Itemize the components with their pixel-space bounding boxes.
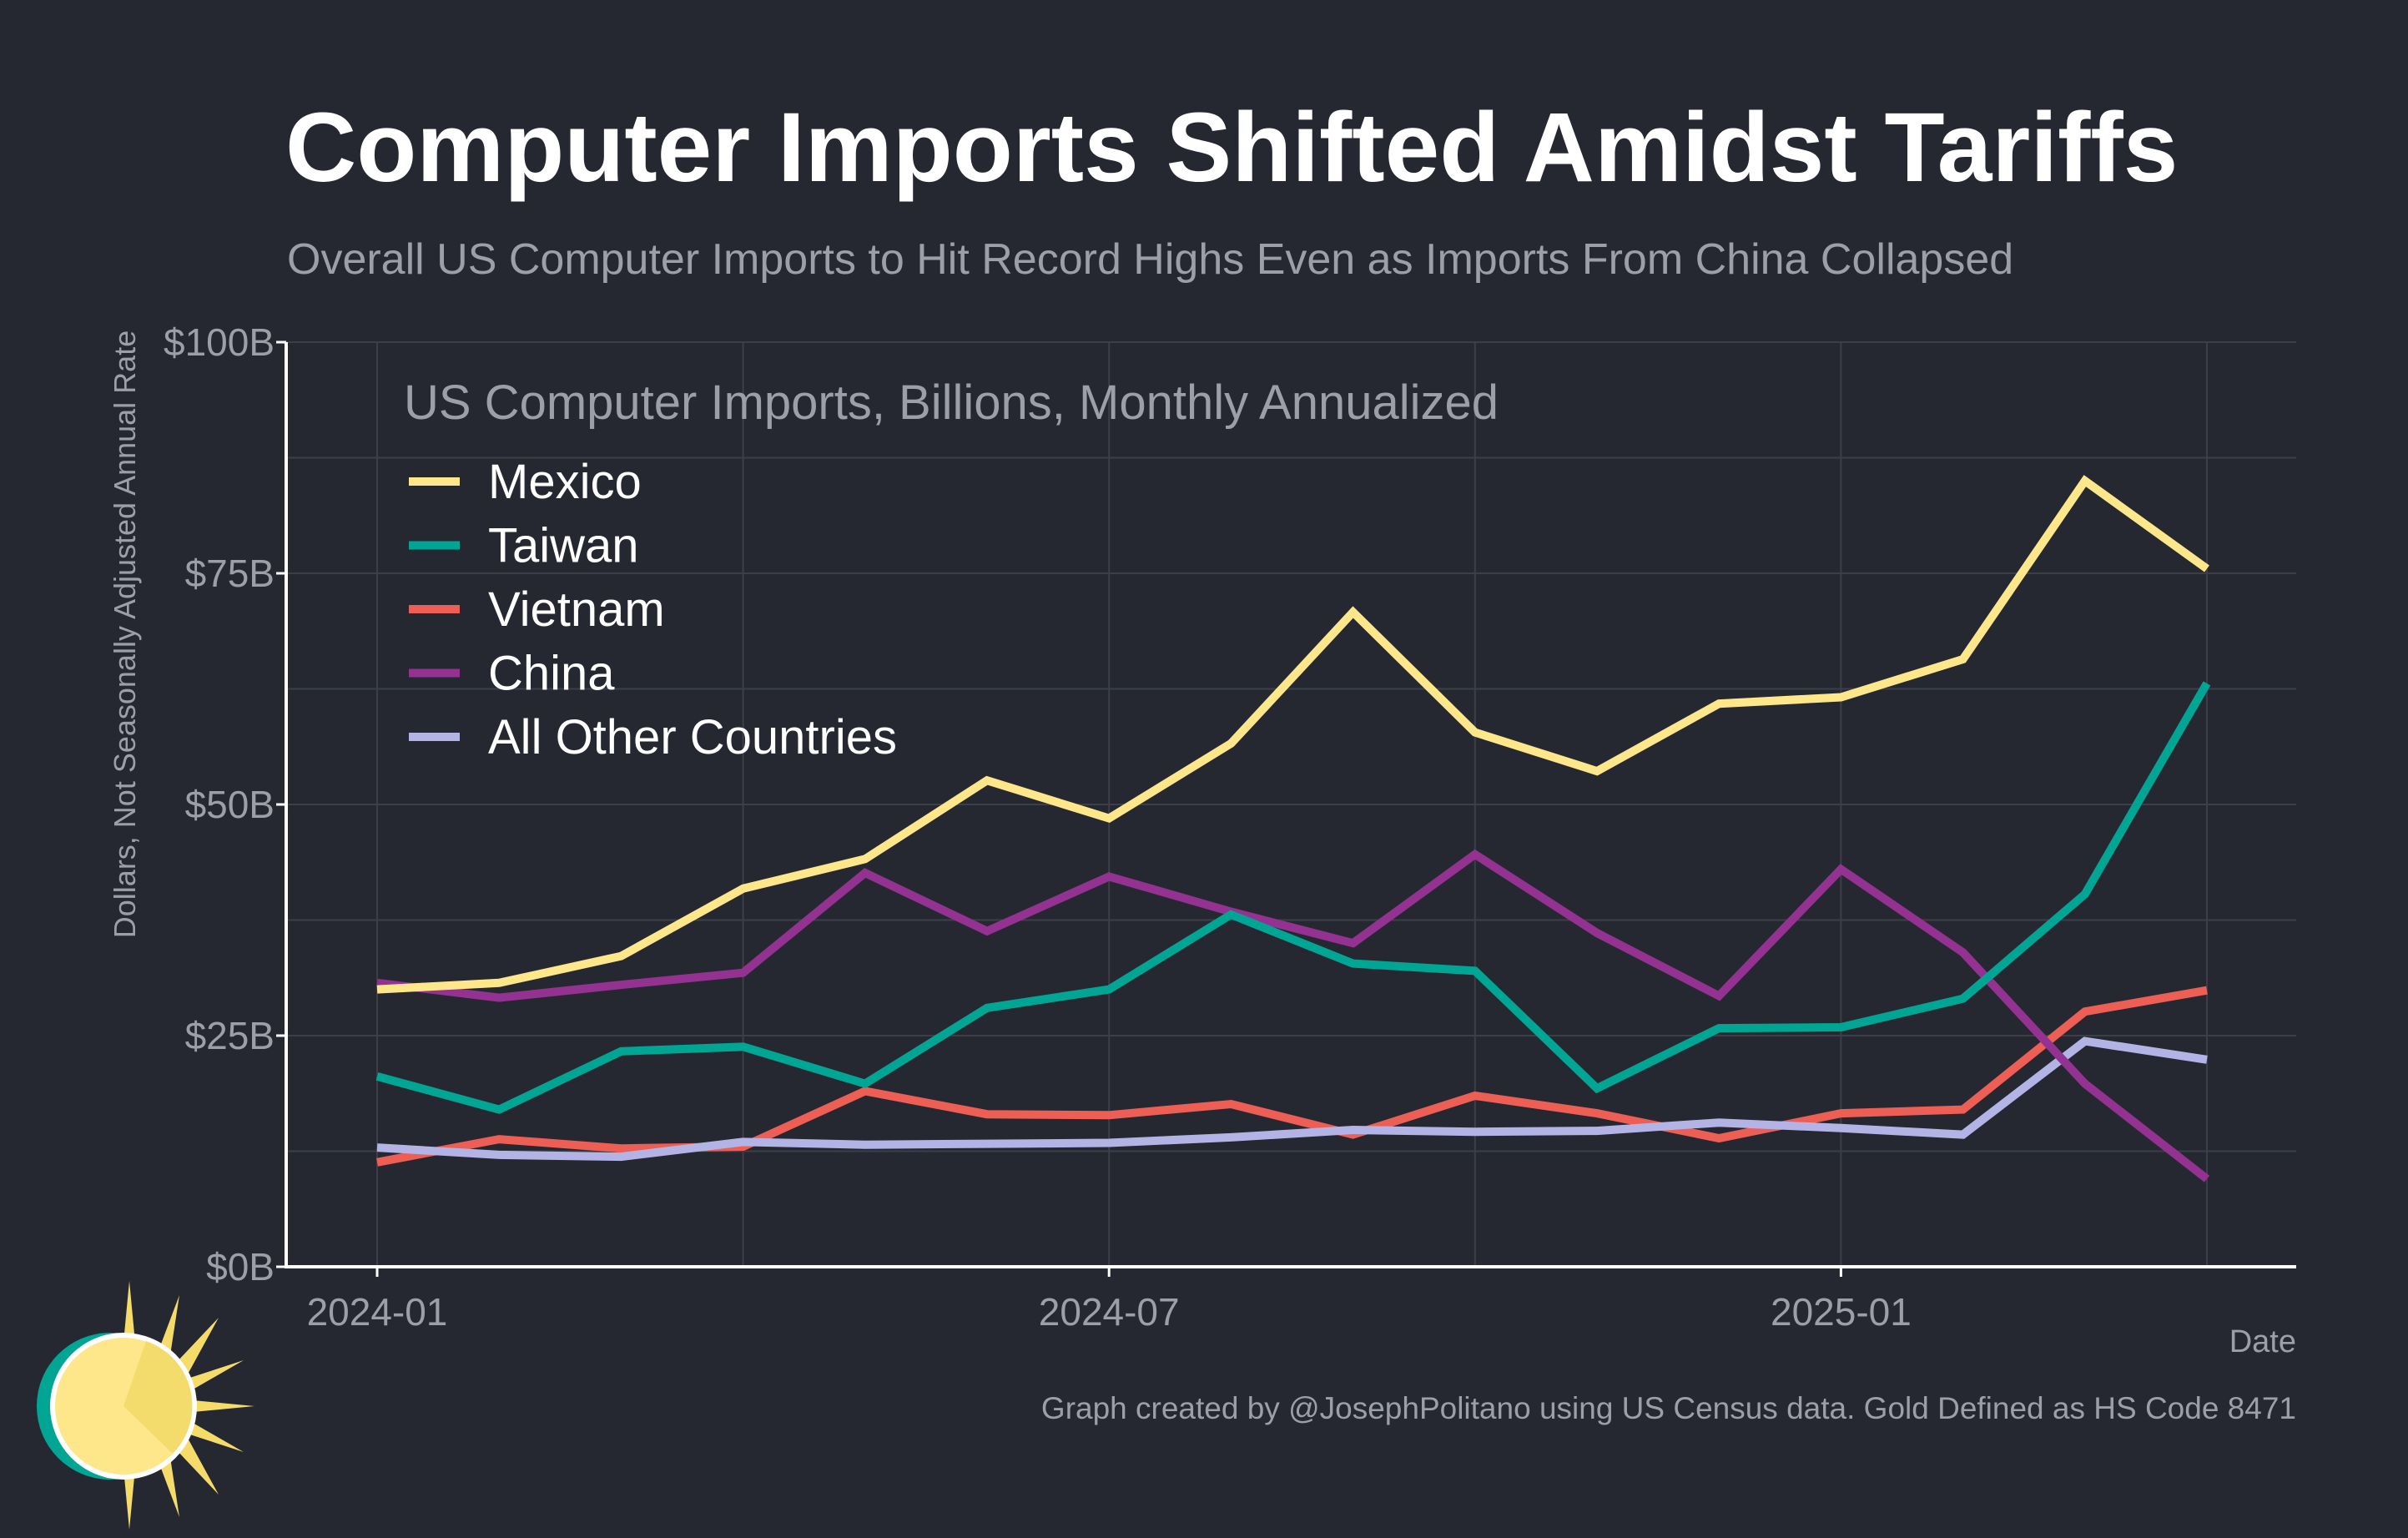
x-tick-label: 2024-01 <box>307 1290 448 1334</box>
gridlines <box>286 341 2296 1267</box>
legend-title: US Computer Imports, Billions, Monthly A… <box>404 376 1499 430</box>
legend-label-china: China <box>488 647 615 701</box>
legend-label-taiwan: Taiwan <box>488 519 639 573</box>
x-tick-label: 2024-07 <box>1039 1290 1180 1334</box>
x-tick-label: 2025-01 <box>1771 1290 1912 1334</box>
chart-subtitle: Overall US Computer Imports to Hit Recor… <box>287 235 2013 284</box>
series-line-taiwan <box>375 681 2211 1114</box>
sun-logo-icon <box>37 1281 254 1530</box>
chart-title: Computer Imports Shifted Amidst Tariffs <box>285 93 2178 203</box>
x-axis: 2024-01 2024-07 2025-01 <box>285 1265 2296 1334</box>
y-axis-label: Dollars, Not Seasonally Adjusted Annual … <box>108 330 142 938</box>
y-tick-label: $0B <box>206 1245 275 1288</box>
series-line-mexico <box>376 475 2209 994</box>
source-note: Graph created by @JosephPolitano using U… <box>1041 1391 2296 1425</box>
y-axis: $0B $25B $50B $75B $100B <box>164 320 288 1288</box>
legend-label-all-other-countries: All Other Countries <box>488 710 897 764</box>
series-lines <box>375 475 2211 1182</box>
y-tick-label: $50B <box>185 783 275 826</box>
legend-label-vietnam: Vietnam <box>488 582 665 637</box>
y-tick-label: $25B <box>185 1014 275 1057</box>
legend-label-mexico: Mexico <box>488 455 642 509</box>
series-line-china <box>376 849 2210 1182</box>
series-line-all-other-countries <box>376 1036 2208 1162</box>
y-tick-label: $100B <box>164 320 275 364</box>
x-axis-label: Date <box>2229 1324 2296 1359</box>
legend: US Computer Imports, Billions, Monthly A… <box>404 376 1499 764</box>
y-tick-label: $75B <box>185 552 275 595</box>
